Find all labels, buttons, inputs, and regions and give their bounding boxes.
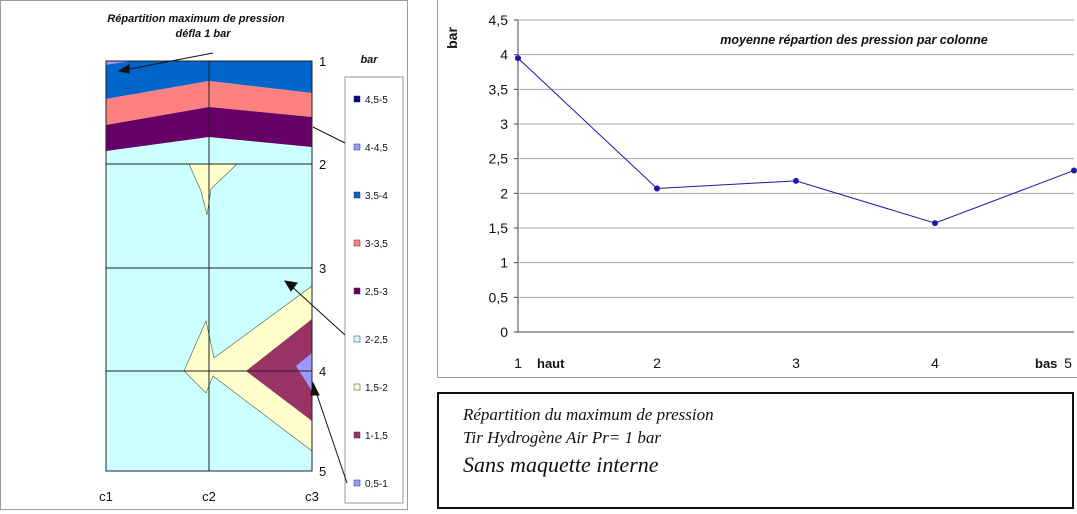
legend-swatch xyxy=(353,239,361,247)
arrow-head xyxy=(117,64,130,74)
x-annotation-start: haut xyxy=(537,356,565,371)
legend-label: 2-2,5 xyxy=(365,335,388,346)
legend-label: 2,5-3 xyxy=(365,287,388,298)
arrow-line xyxy=(312,126,346,144)
legend-swatch xyxy=(353,335,361,343)
contour-chart: Répartition maximum de pression défla 1 … xyxy=(99,13,404,504)
data-point xyxy=(793,177,799,184)
contour-y-tick: 2 xyxy=(319,157,326,172)
annotation-arrows xyxy=(117,52,348,484)
line-chart: 0 0,5 1 1,5 2 2,5 3 3,5 4 4,5 bar moyenne réparti… xyxy=(444,12,1077,371)
line-chart-y-tick-label: 1,5 xyxy=(489,220,509,236)
caption-line-2: Tir Hydrogène Air Pr= 1 bar xyxy=(463,427,662,447)
legend-label: 1,5-2 xyxy=(365,383,388,394)
legend-label: 3,5-4 xyxy=(365,191,388,202)
line-chart-y-tick-label: 3,5 xyxy=(489,81,509,97)
line-chart-x-tick-label: 2 xyxy=(653,355,661,371)
data-point xyxy=(654,185,660,192)
legend-swatch xyxy=(353,479,361,487)
x-annotation-end: bas xyxy=(1035,356,1057,371)
contour-x-tick: c1 xyxy=(99,489,113,504)
legend-swatch xyxy=(353,95,361,103)
contour-y-tick: 4 xyxy=(319,364,326,379)
contour-title: Répartition maximum de pression xyxy=(107,13,285,25)
contour-plot-area xyxy=(105,60,313,472)
legend-swatch xyxy=(353,431,361,439)
legend-label: 3-3,5 xyxy=(365,239,388,250)
arrow-head xyxy=(310,381,320,396)
line-series xyxy=(515,55,1077,227)
data-point xyxy=(515,55,521,62)
contour-chart-panel: Répartition maximum de pression défla 1 … xyxy=(0,0,408,510)
caption-line-3: Sans maquette interne xyxy=(463,451,659,477)
line-chart-y-tick-label: 2 xyxy=(500,185,508,201)
line-chart-x-tick-label: 5 xyxy=(1064,355,1072,371)
legend-title: bar xyxy=(360,54,378,66)
line-chart-ylabel: bar xyxy=(444,27,460,49)
legend-swatch xyxy=(353,383,361,391)
line-chart-y-tick-label: 3 xyxy=(500,116,508,132)
line-chart-y-ticks: 0 0,5 1 1,5 2 2,5 3 3,5 4 4,5 xyxy=(489,12,509,340)
contour-plot-border xyxy=(105,60,313,472)
arrow-line xyxy=(314,388,348,484)
arrow-head xyxy=(284,280,298,292)
caption-box: Répartition du maximum de pression Tir H… xyxy=(437,392,1074,509)
line-chart-panel: 0 0,5 1 1,5 2 2,5 3 3,5 4 4,5 bar moyenne réparti… xyxy=(437,0,1077,378)
line-chart-y-tick-label: 4,5 xyxy=(489,12,509,28)
data-point xyxy=(1071,167,1077,174)
data-point xyxy=(932,220,938,227)
contour-legend-items: 4,5-5 4-4,5 3,5-4 3-3,5 2,5-3 2-2,5 1,5-2 1-1,5… xyxy=(353,95,388,490)
contour-band-0.5-1 xyxy=(296,353,312,391)
arrow-line xyxy=(118,52,214,72)
legend-swatch xyxy=(353,143,361,151)
contour-y-tick: 3 xyxy=(319,261,326,276)
contour-x-tick: c2 xyxy=(202,489,216,504)
contour-band-1-1.5 xyxy=(246,319,312,421)
line-chart-x-ticks: 1 2 3 4 5 xyxy=(514,355,1072,371)
line-chart-y-tick-label: 0 xyxy=(500,324,508,340)
line-chart-y-tick-label: 0,5 xyxy=(489,289,509,305)
series-line xyxy=(517,57,1075,224)
line-chart-grid xyxy=(514,19,1074,333)
legend-label: 1-1,5 xyxy=(365,431,388,442)
line-chart-x-tick-label: 3 xyxy=(792,355,800,371)
contour-y-tick: 5 xyxy=(319,464,326,479)
legend-swatch xyxy=(353,287,361,295)
legend-swatch xyxy=(353,191,361,199)
contour-band-4-4.5 xyxy=(106,61,131,65)
line-chart-y-tick-label: 4 xyxy=(500,47,508,63)
legend-label: 4-4,5 xyxy=(365,143,388,154)
contour-x-tick: c3 xyxy=(305,489,319,504)
contour-subtitle: défla 1 bar xyxy=(175,28,231,40)
line-chart-x-tick-label: 1 xyxy=(514,355,522,371)
legend-label: 0,5-1 xyxy=(365,479,388,490)
contour-y-tick: 1 xyxy=(319,54,326,69)
line-chart-title: moyenne répartion des pression par colon… xyxy=(720,33,987,47)
line-chart-x-tick-label: 4 xyxy=(931,355,939,371)
line-chart-y-tick-label: 1 xyxy=(500,255,508,271)
caption-line-1: Répartition du maximum de pression xyxy=(463,405,714,424)
legend-label: 4,5-5 xyxy=(365,95,388,106)
line-chart-y-tick-label: 2,5 xyxy=(489,151,509,167)
arrow-line xyxy=(288,283,346,336)
